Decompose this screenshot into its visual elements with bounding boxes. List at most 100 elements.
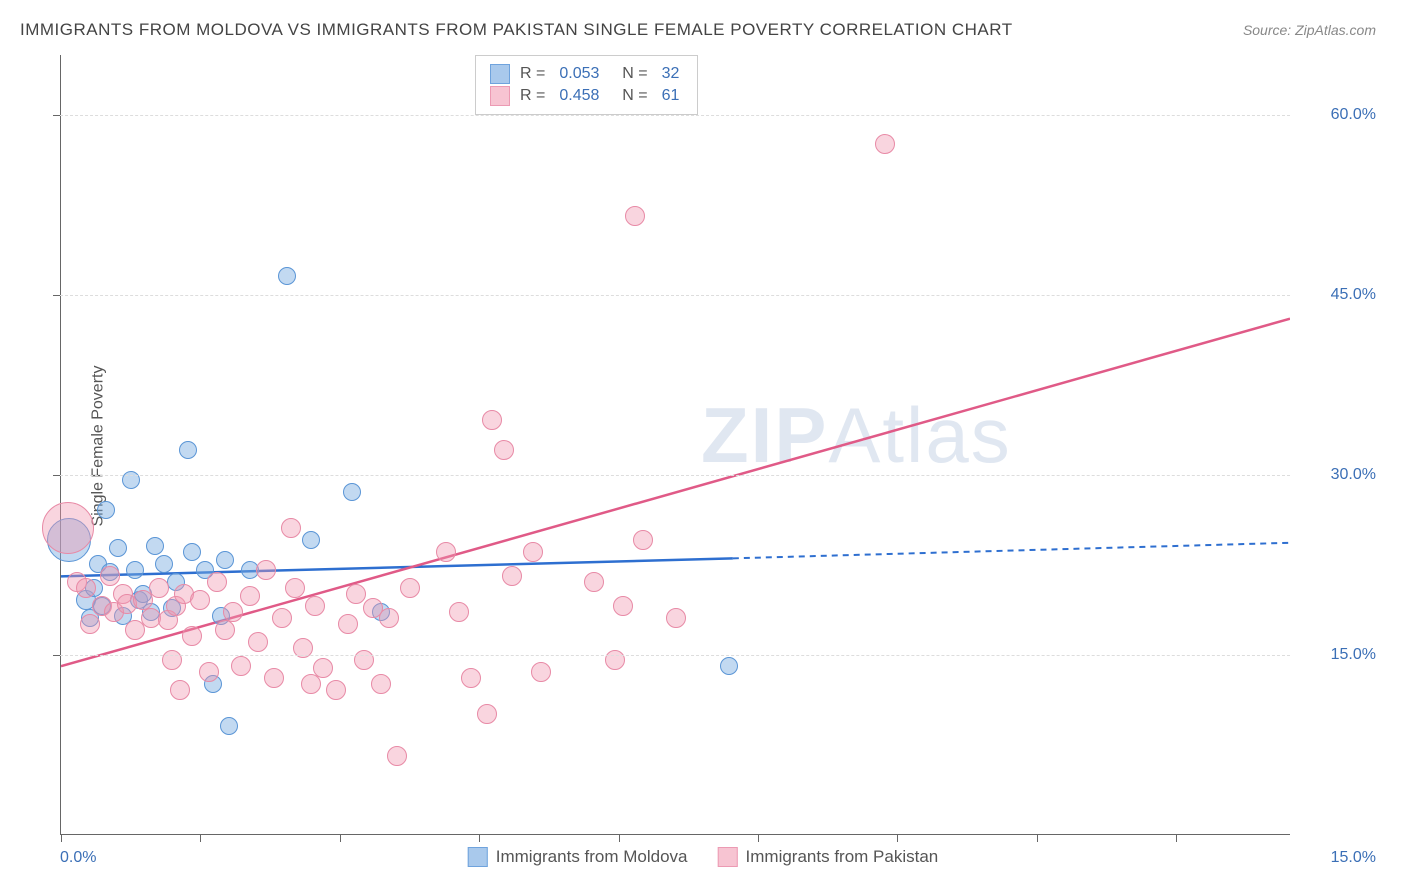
x-tick	[758, 834, 759, 842]
watermark: ZIPAtlas	[701, 390, 1012, 481]
scatter-point	[400, 578, 420, 598]
scatter-point	[302, 531, 320, 549]
scatter-point	[256, 560, 276, 580]
scatter-point	[179, 441, 197, 459]
bottom-legend: Immigrants from Moldova Immigrants from P…	[468, 847, 939, 867]
scatter-point	[343, 483, 361, 501]
scatter-point	[326, 680, 346, 700]
stats-legend-box: R = 0.053 N = 32R = 0.458 N = 61	[475, 55, 698, 115]
scatter-point	[155, 555, 173, 573]
scatter-point	[146, 537, 164, 555]
stat-r-label: R =	[520, 87, 545, 105]
scatter-point	[666, 608, 686, 628]
scatter-point	[633, 530, 653, 550]
scatter-point	[223, 602, 243, 622]
stat-r-value: 0.053	[559, 65, 599, 83]
x-axis-min-label: 0.0%	[60, 849, 96, 867]
series-swatch	[490, 86, 510, 106]
stat-row: R = 0.458 N = 61	[490, 86, 683, 106]
watermark-rest: Atlas	[828, 391, 1011, 479]
scatter-point	[371, 674, 391, 694]
scatter-point	[875, 134, 895, 154]
scatter-point	[281, 518, 301, 538]
scatter-point	[354, 650, 374, 670]
x-tick	[200, 834, 201, 842]
stat-n-label: N =	[613, 65, 647, 83]
source-label: Source: ZipAtlas.com	[1243, 22, 1376, 38]
trend-line-extrapolated	[733, 543, 1290, 559]
scatter-point	[285, 578, 305, 598]
x-tick	[897, 834, 898, 842]
stat-row: R = 0.053 N = 32	[490, 64, 683, 84]
scatter-point	[584, 572, 604, 592]
scatter-point	[531, 662, 551, 682]
scatter-point	[272, 608, 292, 628]
chart-title: IMMIGRANTS FROM MOLDOVA VS IMMIGRANTS FR…	[20, 20, 1013, 40]
x-tick	[61, 834, 62, 842]
scatter-point	[97, 501, 115, 519]
stat-n-value: 32	[662, 65, 680, 83]
scatter-point	[605, 650, 625, 670]
stat-n-value: 61	[662, 87, 680, 105]
scatter-point	[461, 668, 481, 688]
x-tick	[619, 834, 620, 842]
legend-item: Immigrants from Moldova	[468, 847, 688, 867]
scatter-point	[182, 626, 202, 646]
x-tick	[340, 834, 341, 842]
y-tick-label: 15.0%	[1331, 646, 1376, 664]
x-axis-max-label: 15.0%	[1331, 849, 1376, 867]
y-tick-label: 60.0%	[1331, 106, 1376, 124]
scatter-point	[613, 596, 633, 616]
scatter-point	[523, 542, 543, 562]
scatter-point	[264, 668, 284, 688]
stat-r-value: 0.458	[559, 87, 599, 105]
scatter-point	[305, 596, 325, 616]
legend-swatch	[718, 847, 738, 867]
scatter-point	[248, 632, 268, 652]
scatter-point	[278, 267, 296, 285]
scatter-point	[126, 561, 144, 579]
scatter-point	[170, 680, 190, 700]
scatter-point	[42, 502, 94, 554]
stat-n-label: N =	[613, 87, 647, 105]
gridline-h	[60, 115, 1290, 116]
stat-r-label: R =	[520, 65, 545, 83]
scatter-point	[162, 650, 182, 670]
legend-label: Immigrants from Moldova	[496, 847, 688, 867]
scatter-point	[183, 543, 201, 561]
scatter-point	[207, 572, 227, 592]
scatter-point	[720, 657, 738, 675]
scatter-point	[477, 704, 497, 724]
scatter-point	[502, 566, 522, 586]
scatter-point	[346, 584, 366, 604]
gridline-h	[60, 655, 1290, 656]
scatter-point	[190, 590, 210, 610]
scatter-point	[149, 578, 169, 598]
gridline-h	[60, 475, 1290, 476]
scatter-point	[379, 608, 399, 628]
legend-item: Immigrants from Pakistan	[718, 847, 939, 867]
scatter-point	[216, 551, 234, 569]
scatter-point	[215, 620, 235, 640]
chart-plot-area: ZIPAtlas	[60, 55, 1290, 835]
x-tick	[479, 834, 480, 842]
scatter-point	[449, 602, 469, 622]
scatter-point	[625, 206, 645, 226]
legend-label: Immigrants from Pakistan	[746, 847, 939, 867]
watermark-bold: ZIP	[701, 391, 828, 479]
scatter-point	[231, 656, 251, 676]
series-swatch	[490, 64, 510, 84]
x-tick	[1176, 834, 1177, 842]
scatter-point	[80, 614, 100, 634]
scatter-point	[313, 658, 333, 678]
trend-lines-svg	[61, 55, 1290, 834]
scatter-point	[220, 717, 238, 735]
scatter-point	[338, 614, 358, 634]
scatter-point	[436, 542, 456, 562]
scatter-point	[122, 471, 140, 489]
scatter-point	[240, 586, 260, 606]
scatter-point	[387, 746, 407, 766]
scatter-point	[76, 578, 96, 598]
scatter-point	[199, 662, 219, 682]
y-tick-label: 45.0%	[1331, 286, 1376, 304]
